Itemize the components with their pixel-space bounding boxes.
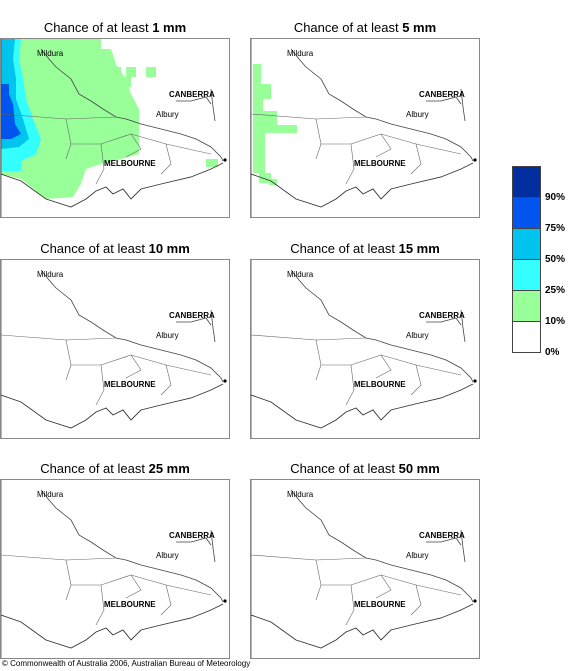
place-label-melbourne: MELBOURNE bbox=[104, 380, 156, 389]
state-borders bbox=[1, 260, 224, 438]
panel-title-amount: 15 mm bbox=[398, 241, 440, 256]
map-1mm: Mildura CANBERRA Albury MELBOURNE bbox=[0, 38, 230, 218]
map-1mm-svg: Mildura CANBERRA Albury MELBOURNE bbox=[1, 39, 227, 217]
map-5mm: Mildura CANBERRA Albury MELBOURNE bbox=[250, 38, 480, 218]
district-borders bbox=[251, 113, 462, 185]
panel-title-prefix: Chance of at least bbox=[290, 461, 399, 476]
map-10mm-svg: Mildura CANBERRA Albury MELBOURNE bbox=[1, 260, 227, 438]
panel-title-prefix: Chance of at least bbox=[290, 241, 399, 256]
place-label-canberra: CANBERRA bbox=[169, 311, 215, 320]
map-15mm: Mildura CANBERRA Albury MELBOURNE bbox=[250, 259, 480, 439]
city-markers bbox=[223, 599, 227, 603]
state-borders bbox=[1, 39, 224, 217]
coastline bbox=[1, 603, 224, 649]
place-label-melbourne: MELBOURNE bbox=[354, 380, 406, 389]
map-25mm-svg: Mildura CANBERRA Albury MELBOURNE bbox=[1, 480, 227, 658]
place-label-melbourne: MELBOURNE bbox=[104, 159, 156, 168]
state-borders bbox=[1, 480, 224, 658]
shading-10pct bbox=[253, 64, 297, 185]
panel-title-amount: 10 mm bbox=[148, 241, 190, 256]
district-borders bbox=[1, 334, 212, 406]
panel-title-5mm: Chance of at least 5 mm bbox=[250, 20, 480, 35]
coastline bbox=[1, 162, 224, 208]
place-label-mildura: Mildura bbox=[287, 49, 314, 58]
panel-title-prefix: Chance of at least bbox=[40, 241, 149, 256]
state-borders bbox=[251, 39, 474, 217]
legend-label-90: 90% bbox=[545, 192, 566, 203]
place-label-canberra: CANBERRA bbox=[169, 90, 215, 99]
legend-swatch-25 bbox=[512, 259, 541, 291]
district-borders bbox=[1, 113, 212, 185]
district-borders bbox=[1, 554, 212, 626]
place-label-albury: Albury bbox=[156, 331, 179, 340]
place-label-albury: Albury bbox=[406, 551, 429, 560]
map-15mm-svg: Mildura CANBERRA Albury MELBOURNE bbox=[251, 260, 477, 438]
panel-title-15mm: Chance of at least 15 mm bbox=[250, 241, 480, 256]
panel-title-amount: 5 mm bbox=[402, 20, 437, 35]
place-label-mildura: Mildura bbox=[287, 490, 314, 499]
panel-title-50mm: Chance of at least 50 mm bbox=[250, 461, 480, 476]
place-label-melbourne: MELBOURNE bbox=[354, 600, 406, 609]
place-label-mildura: Mildura bbox=[37, 49, 64, 58]
place-label-mildura: Mildura bbox=[37, 270, 64, 279]
map-25mm: Mildura CANBERRA Albury MELBOURNE bbox=[0, 479, 230, 659]
coastline bbox=[251, 383, 474, 429]
panel-title-prefix: Chance of at least bbox=[40, 461, 149, 476]
shading-75pct bbox=[1, 84, 21, 139]
map-5mm-svg: Mildura CANBERRA Albury MELBOURNE bbox=[251, 39, 477, 217]
legend-swatch-0 bbox=[512, 321, 541, 353]
district-borders bbox=[251, 334, 462, 406]
city-markers bbox=[473, 599, 477, 603]
place-label-albury: Albury bbox=[406, 110, 429, 119]
place-label-canberra: CANBERRA bbox=[419, 311, 465, 320]
legend-swatch-10 bbox=[512, 290, 541, 322]
legend-label-25: 25% bbox=[545, 285, 566, 296]
place-label-canberra: CANBERRA bbox=[169, 531, 215, 540]
panel-title-amount: 25 mm bbox=[148, 461, 190, 476]
panel-title-1mm: Chance of at least 1 mm bbox=[0, 20, 230, 35]
city-markers bbox=[473, 379, 477, 383]
legend-swatch-90 bbox=[512, 166, 541, 198]
panel-title-amount: 1 mm bbox=[152, 20, 187, 35]
place-label-albury: Albury bbox=[156, 110, 179, 119]
state-borders bbox=[251, 260, 474, 438]
legend-swatch-50 bbox=[512, 228, 541, 260]
place-label-canberra: CANBERRA bbox=[419, 90, 465, 99]
place-label-albury: Albury bbox=[156, 551, 179, 560]
legend-label-0: 0% bbox=[545, 347, 560, 358]
coastline bbox=[251, 162, 474, 208]
coastline bbox=[251, 603, 474, 649]
panel-title-25mm: Chance of at least 25 mm bbox=[0, 461, 230, 476]
city-markers bbox=[223, 158, 227, 162]
panel-title-prefix: Chance of at least bbox=[43, 20, 153, 35]
place-label-albury: Albury bbox=[406, 331, 429, 340]
legend-label-50: 50% bbox=[545, 254, 566, 265]
map-50mm: Mildura CANBERRA Albury MELBOURNE bbox=[250, 479, 480, 659]
panel-title-amount: 50 mm bbox=[398, 461, 440, 476]
state-borders bbox=[251, 480, 474, 658]
place-label-mildura: Mildura bbox=[287, 270, 314, 279]
panel-title-10mm: Chance of at least 10 mm bbox=[0, 241, 230, 256]
place-label-canberra: CANBERRA bbox=[419, 531, 465, 540]
panel-title-prefix: Chance of at least bbox=[293, 20, 403, 35]
city-markers bbox=[223, 379, 227, 383]
place-label-melbourne: MELBOURNE bbox=[104, 600, 156, 609]
map-10mm: Mildura CANBERRA Albury MELBOURNE bbox=[0, 259, 230, 439]
city-markers bbox=[473, 158, 477, 162]
shading-10pct bbox=[1, 39, 218, 199]
map-50mm-svg: Mildura CANBERRA Albury MELBOURNE bbox=[251, 480, 477, 658]
legend-label-10: 10% bbox=[545, 316, 566, 327]
coastline bbox=[1, 383, 224, 429]
legend-label-75: 75% bbox=[545, 223, 566, 234]
place-label-melbourne: MELBOURNE bbox=[354, 159, 406, 168]
place-label-mildura: Mildura bbox=[37, 490, 64, 499]
legend-swatch-75 bbox=[512, 197, 541, 229]
district-borders bbox=[251, 554, 462, 626]
copyright-notice: © Commonwealth of Australia 2006, Austra… bbox=[2, 659, 251, 668]
